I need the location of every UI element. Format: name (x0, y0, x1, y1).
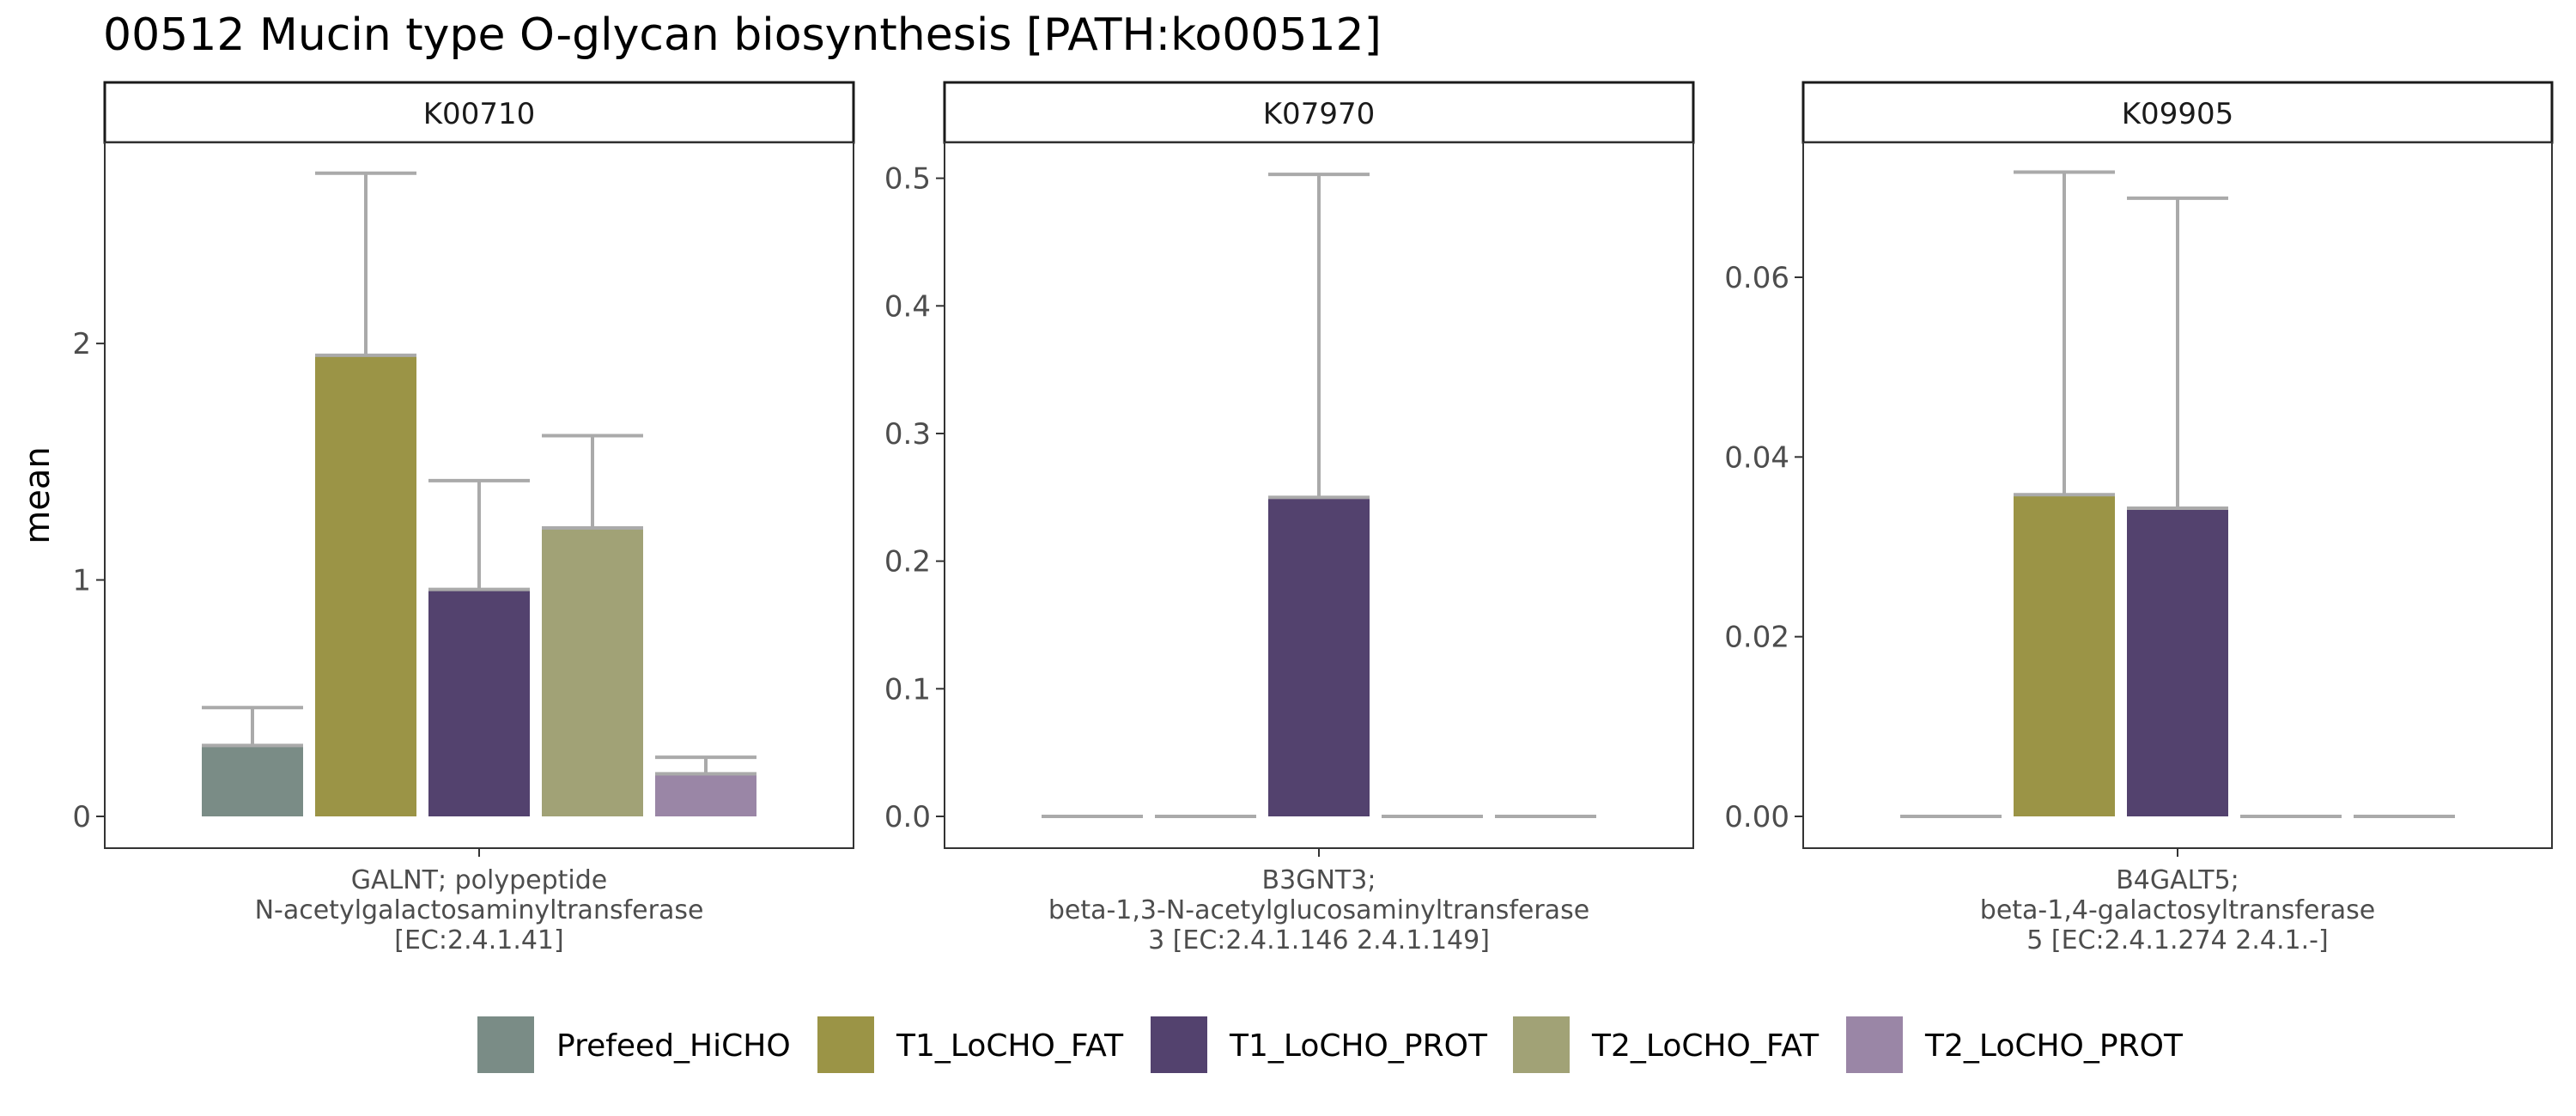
legend: Prefeed_HiCHO T1_LoCHO_FAT T1_LoCHO_PROT T2… (477, 1016, 2184, 1073)
legend-swatch (817, 1016, 874, 1073)
facet-strip (1801, 81, 2554, 144)
y-tick-label: 1 (72, 564, 91, 598)
facet-panels: K00710 0 1 2 GALNT; polypeptideN-acetylgalac… (72, 81, 2554, 955)
facet-panel-K07970: K07970 0.0 0.1 0.2 0.3 0.4 0.5 B3GNT3;beta-1,3-… (884, 81, 1695, 955)
category-label-line: B3GNT3; (1262, 865, 1376, 895)
bar-T1_LoCHO_FAT (315, 355, 416, 816)
y-tick-label: 0.1 (884, 672, 931, 707)
category-label-line: N-acetylgalactosaminyltransferase (255, 895, 704, 925)
y-tick-label: 0.04 (1724, 440, 1789, 475)
legend-item-Prefeed_HiCHO: Prefeed_HiCHO (477, 1016, 791, 1073)
y-tick-label: 0 (72, 800, 91, 834)
category-label-line: GALNT; polypeptide (351, 865, 608, 895)
y-tick-label: 0.4 (884, 289, 931, 324)
legend-item-T2_LoCHO_PROT: T2_LoCHO_PROT (1846, 1016, 2184, 1073)
category-label-line: 5 [EC:2.4.1.274 2.4.1.-] (2026, 925, 2328, 955)
bar-T1_LoCHO_PROT (428, 589, 530, 816)
y-tick-label: 0.5 (884, 162, 931, 197)
bar-Prefeed_HiCHO (202, 745, 303, 816)
legend-swatch (1513, 1016, 1570, 1073)
category-label-line: [EC:2.4.1.41] (394, 925, 563, 955)
bar-T2_LoCHO_PROT (655, 773, 756, 816)
facet-panel-K09905: K09905 0.00 0.02 0.04 0.06 B4GALT5;beta-1,4-g… (1724, 81, 2554, 955)
y-tick-label: 0.3 (884, 417, 931, 452)
legend-swatch (1846, 1016, 1903, 1073)
legend-label: T2_LoCHO_PROT (1924, 1028, 2184, 1064)
facet-strip-label: K07970 (1263, 97, 1375, 131)
legend-item-T1_LoCHO_PROT: T1_LoCHO_PROT (1151, 1016, 1488, 1073)
legend-swatch (477, 1016, 534, 1073)
legend-item-T2_LoCHO_FAT: T2_LoCHO_FAT (1513, 1016, 1820, 1073)
y-tick-label: 0.2 (884, 545, 931, 579)
y-tick-label: 2 (72, 327, 91, 361)
legend-item-T1_LoCHO_FAT: T1_LoCHO_FAT (817, 1016, 1124, 1073)
y-tick-label: 0.06 (1724, 261, 1789, 295)
bar-T1_LoCHO_PROT (2127, 507, 2228, 816)
legend-label: T2_LoCHO_FAT (1591, 1028, 1820, 1064)
bar-T1_LoCHO_FAT (2014, 494, 2115, 816)
bar-T2_LoCHO_FAT (542, 527, 643, 816)
chart-title: 00512 Mucin type O-glycan biosynthesis [… (103, 9, 1382, 61)
facet-strip-label: K00710 (423, 97, 535, 131)
legend-swatch (1151, 1016, 1207, 1073)
category-label-line: beta-1,4-galactosyltransferase (1980, 895, 2375, 925)
bar-T1_LoCHO_PROT (1268, 497, 1370, 816)
legend-label: T1_LoCHO_FAT (896, 1028, 1124, 1064)
y-tick-label: 0.0 (884, 800, 931, 834)
facet-strip-label: K09905 (2122, 97, 2233, 131)
facet-panel-K00710: K00710 0 1 2 GALNT; polypeptideN-acetylgalac… (72, 81, 855, 955)
legend-label: T1_LoCHO_PROT (1229, 1028, 1488, 1064)
category-label-line: B4GALT5; (2116, 865, 2239, 895)
category-label-line: 3 [EC:2.4.1.146 2.4.1.149] (1148, 925, 1490, 955)
legend-label: Prefeed_HiCHO (556, 1028, 791, 1064)
y-axis-title: mean (18, 446, 58, 543)
y-tick-label: 0.00 (1724, 800, 1789, 834)
category-label-line: beta-1,3-N-acetylglucosaminyltransferase (1048, 895, 1589, 925)
facet-strip (943, 81, 1695, 144)
facet-strip (103, 81, 855, 144)
y-tick-label: 0.02 (1724, 621, 1789, 655)
